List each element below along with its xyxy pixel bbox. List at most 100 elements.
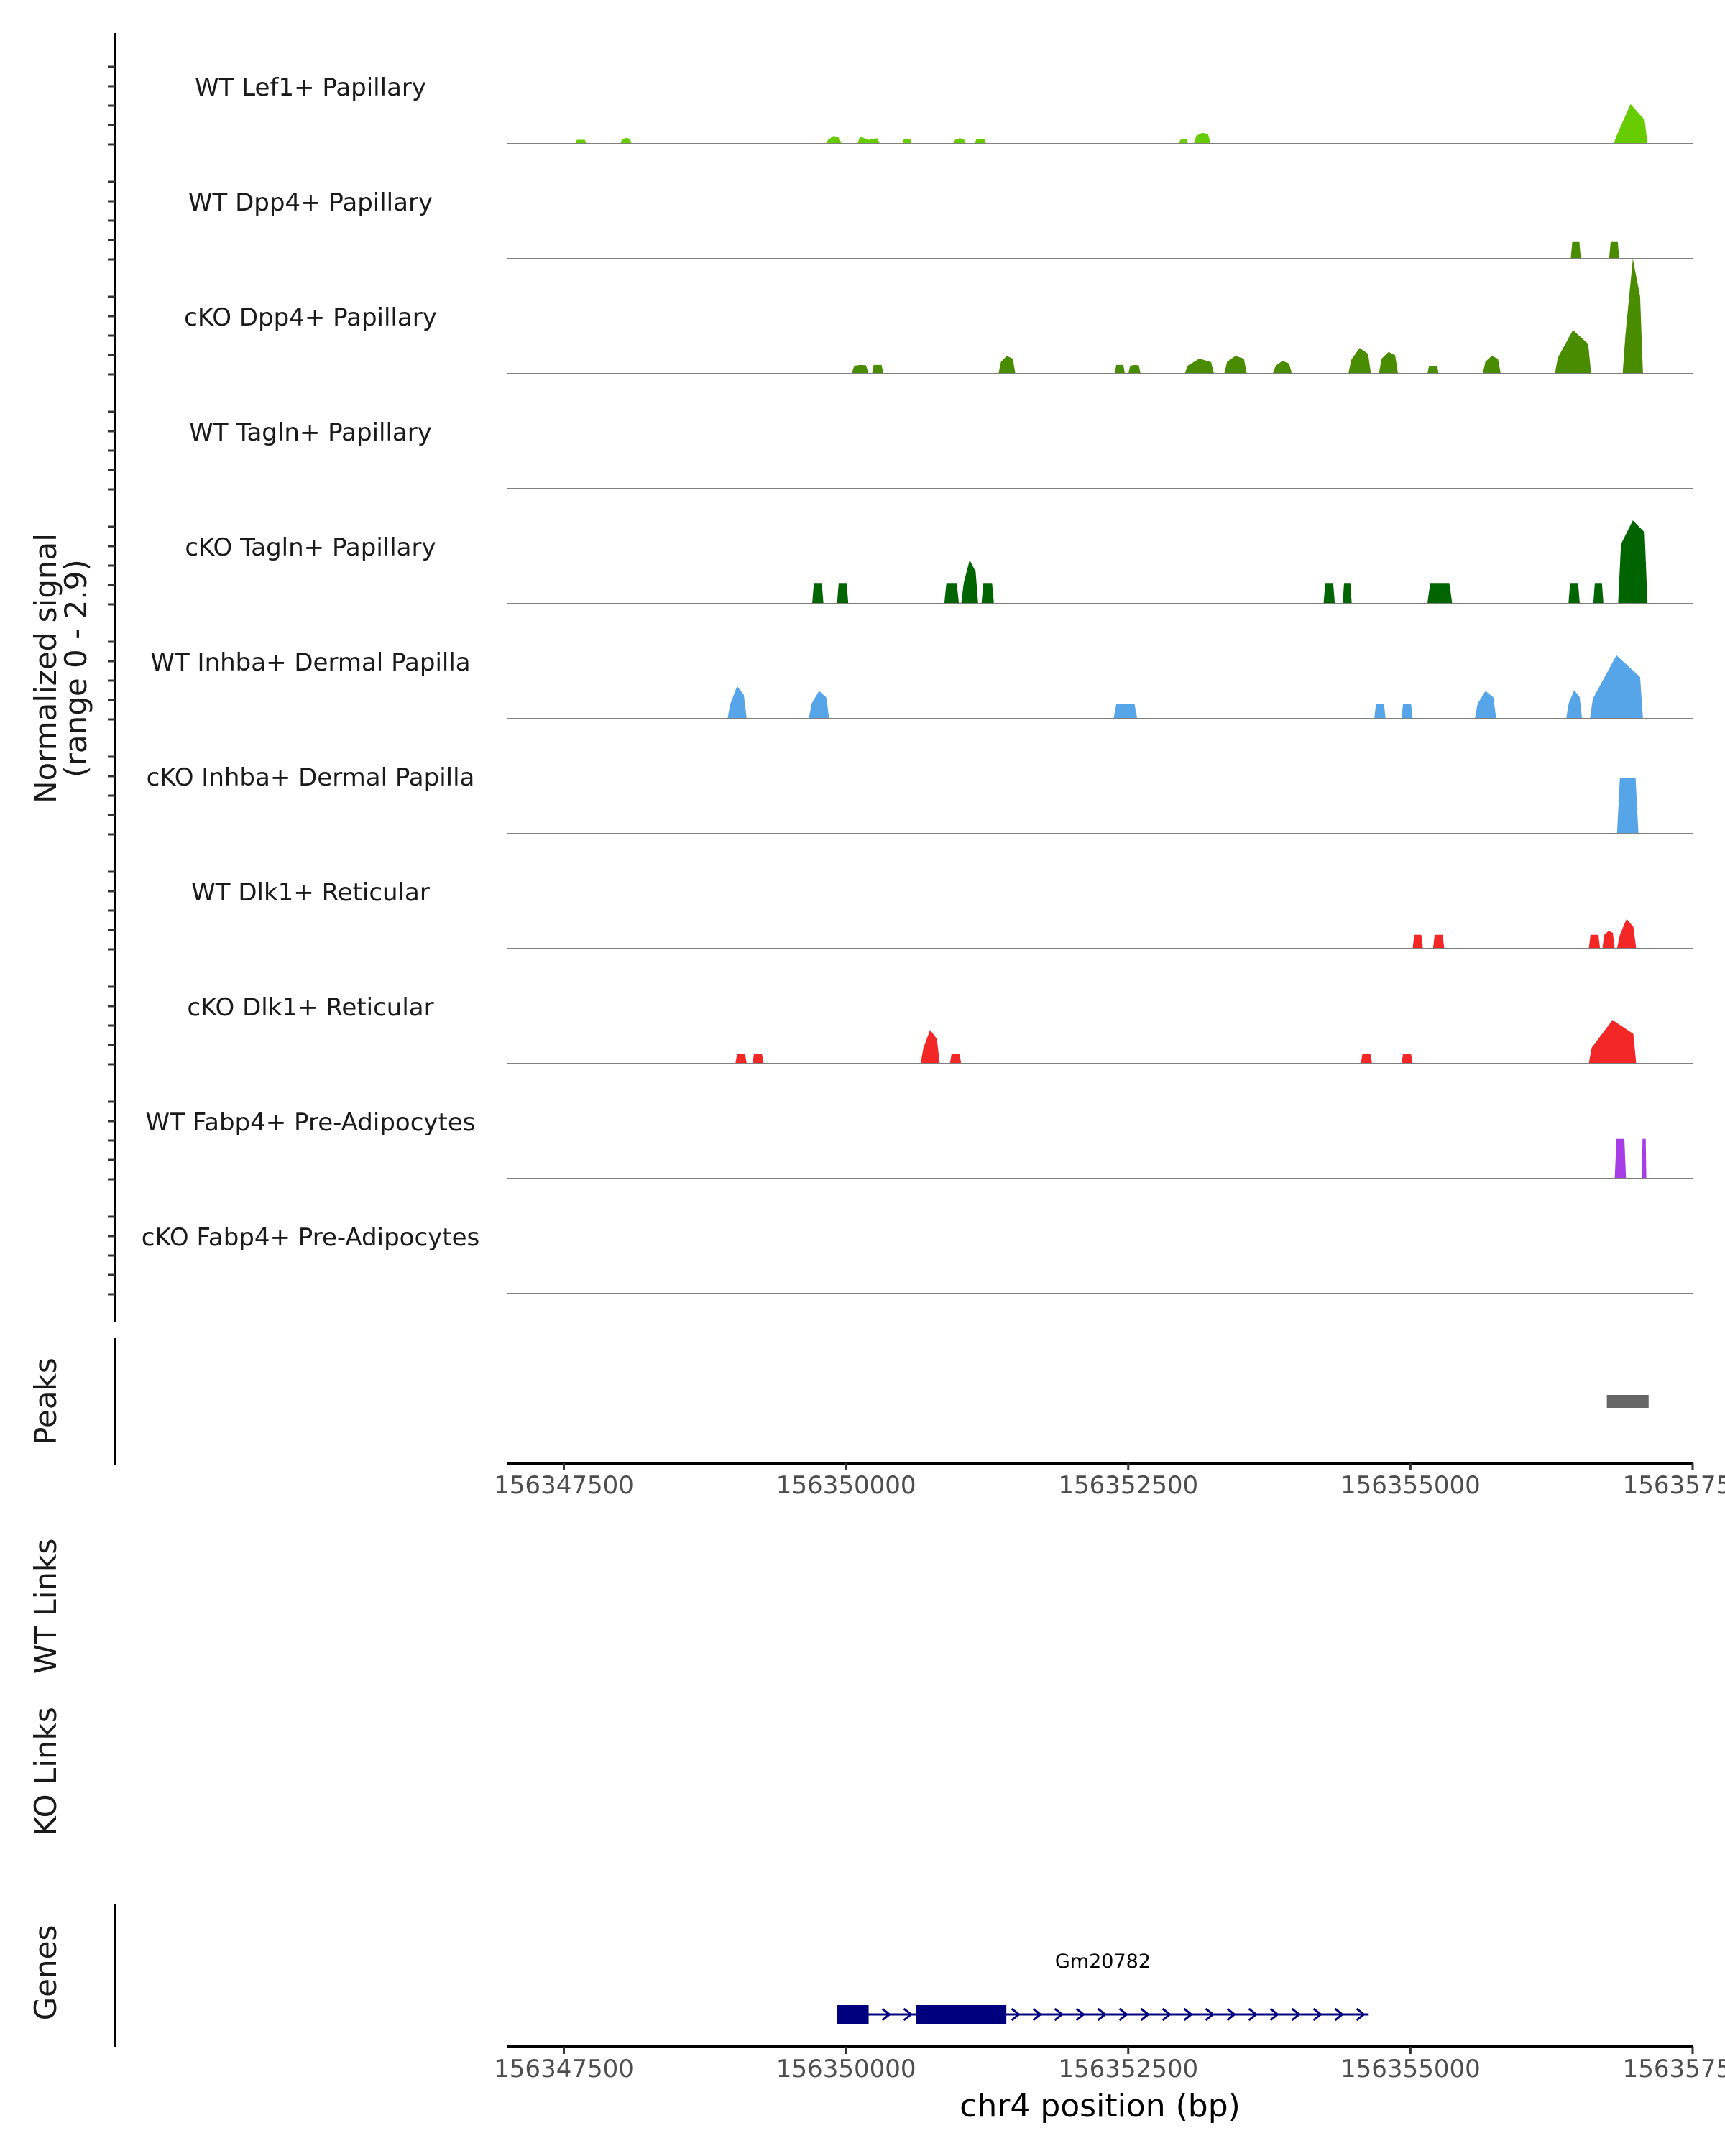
track-8: WT Dlk1+ Reticular (191, 878, 1693, 949)
peaks-label: Peaks (28, 1358, 63, 1445)
signal-y-axis: Normalized signal(range 0 - 2.9) (28, 33, 116, 1322)
signal-mark (1482, 356, 1501, 374)
track-2: WT Dpp4+ Papillary (188, 188, 1693, 259)
strand-arrow (881, 2007, 891, 2022)
signal-mark (1114, 364, 1126, 374)
track-label: WT Tagln+ Papillary (189, 418, 432, 447)
signal-mark (1374, 704, 1386, 719)
signal-mark (735, 1054, 747, 1064)
signal-panel: WT Lef1+ Papillary WT Dpp4+ Papillary cKO … (142, 73, 1693, 1294)
signal-mark (1427, 583, 1453, 604)
x-axis-title: chr4 position (bp) (960, 2088, 1241, 2124)
strand-arrow (1291, 2007, 1301, 2022)
strand-arrow (1183, 2007, 1193, 2022)
signal-mark (1432, 934, 1445, 949)
x-tick-label: 156357500 (1623, 2055, 1725, 2083)
genes-label: Genes (28, 1925, 63, 2021)
signal-mark (1179, 139, 1188, 144)
track-11: cKO Fabp4+ Pre-Adipocytes (142, 1223, 1693, 1294)
signal-mark (575, 139, 586, 144)
track-6: WT Inhba+ Dermal Papilla (150, 648, 1693, 719)
track-label: cKO Dpp4+ Papillary (184, 303, 437, 332)
signal-mark (752, 1054, 764, 1064)
signal-mark (1128, 364, 1141, 374)
track-9: cKO Dlk1+ Reticular (187, 993, 1693, 1064)
signal-mark (1588, 934, 1601, 949)
signal-mark (1609, 241, 1619, 259)
track-label: WT Fabp4+ Pre-Adipocytes (146, 1108, 476, 1137)
signal-mark (1348, 348, 1371, 374)
gene-exon (837, 2005, 869, 2024)
strand-arrow (1032, 2007, 1042, 2022)
strand-arrow (1140, 2007, 1150, 2022)
x-tick-label: 156355000 (1340, 1471, 1481, 1500)
signal-mark (1566, 690, 1583, 719)
signal-mark (998, 356, 1016, 374)
gene-name: Gm20782 (1055, 1950, 1151, 1973)
signal-mark (1113, 704, 1138, 719)
signal-mark (975, 139, 986, 144)
signal-mark (1401, 704, 1413, 719)
signal-mark (825, 136, 842, 144)
x-tick-label: 156355000 (1340, 2055, 1481, 2083)
track-label: cKO Inhba+ Dermal Papilla (147, 763, 475, 792)
signal-mark (1412, 934, 1423, 949)
peak-mark (1606, 1395, 1649, 1408)
signal-mark (1343, 583, 1352, 604)
signal-mark (949, 1054, 962, 1064)
track-label: WT Lef1+ Papillary (195, 73, 426, 102)
gene-exon (916, 2005, 1007, 2024)
signal-mark (1272, 361, 1292, 374)
signal-mark (1401, 1054, 1413, 1064)
track-label: cKO Tagln+ Papillary (185, 533, 436, 562)
signal-mark (1379, 351, 1399, 374)
signal-mark (1616, 918, 1637, 949)
peaks-panel: Peaks (28, 1338, 1649, 1465)
track-5: cKO Tagln+ Papillary (185, 520, 1693, 604)
strand-arrow (1054, 2007, 1064, 2022)
track-1: WT Lef1+ Papillary (195, 73, 1693, 144)
signal-mark (620, 137, 632, 144)
x-tick-label: 156352500 (1058, 2055, 1198, 2083)
strand-arrow (1312, 2007, 1322, 2022)
signal-mark (1602, 931, 1615, 949)
track-label: WT Inhba+ Dermal Papilla (150, 648, 470, 677)
signal-y-label-line1: Normalized signal (28, 533, 63, 803)
x-tick-label: 156352500 (1058, 1471, 1198, 1500)
signal-mark (1193, 132, 1211, 144)
signal-mark (852, 364, 869, 374)
signal-mark (1622, 259, 1643, 374)
signal-mark (1184, 359, 1215, 374)
ko-links-label: KO Links (28, 1707, 63, 1836)
signal-mark (1616, 778, 1639, 834)
strand-arrow (1011, 2007, 1021, 2022)
signal-mark (981, 583, 994, 604)
strand-arrow (903, 2007, 913, 2022)
signal-mark (1593, 583, 1604, 604)
strand-arrow (1334, 2007, 1344, 2022)
signal-mark (809, 691, 829, 719)
signal-mark (872, 364, 883, 374)
genes-panel: Genes Gm20782 (28, 1904, 1369, 2047)
signal-mark (1323, 583, 1335, 604)
track-10: WT Fabp4+ Pre-Adipocytes (146, 1108, 1693, 1179)
strand-arrow (1162, 2007, 1172, 2022)
signal-mark (1618, 520, 1648, 604)
strand-arrow (1248, 2007, 1258, 2022)
signal-y-label: Normalized signal(range 0 - 2.9) (28, 533, 93, 803)
track-label: cKO Fabp4+ Pre-Adipocytes (142, 1223, 480, 1252)
signal-mark (1474, 691, 1496, 719)
strand-arrow (1269, 2007, 1279, 2022)
strand-arrow (1356, 2007, 1366, 2022)
signal-mark (902, 139, 912, 144)
strand-arrow (1075, 2007, 1085, 2022)
signal-mark (1224, 356, 1247, 374)
x-axis-1: 156347500 156350000 156352500 156355000 1563… (494, 1462, 1725, 1500)
x-tick-label: 156350000 (776, 1471, 916, 1500)
signal-mark (1427, 366, 1439, 374)
signal-mark (961, 560, 978, 604)
signal-mark (1590, 655, 1643, 719)
strand-arrow (1205, 2007, 1215, 2022)
track-3: cKO Dpp4+ Papillary (184, 259, 1693, 374)
